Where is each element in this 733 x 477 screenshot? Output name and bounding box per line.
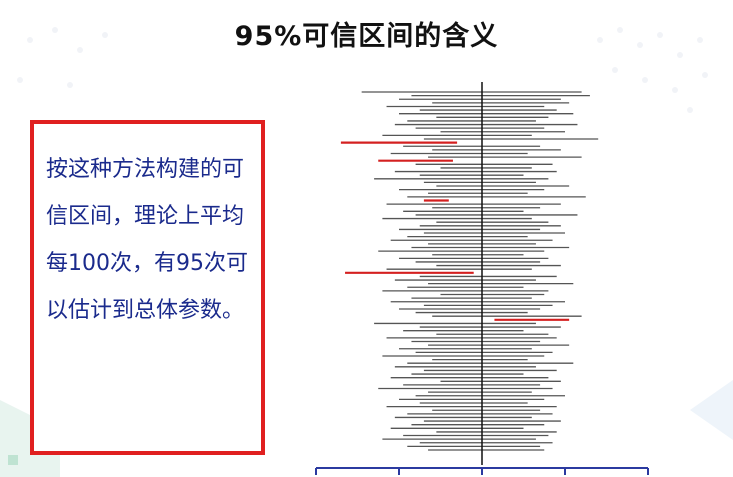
world-map-watermark <box>17 27 708 113</box>
explanation-box: 按这种方法构建的可信区间，理论上平均每100次，有95次可以估计到总体参数。 <box>30 120 265 455</box>
confidence-interval-diagram <box>315 82 649 475</box>
intervals-layer <box>340 82 599 465</box>
x-axis <box>315 467 649 475</box>
slide-title: 95%可信区间的含义 <box>234 21 499 52</box>
explanation-text: 按这种方法构建的可信区间，理论上平均每100次，有95次可以估计到总体参数。 <box>46 157 248 323</box>
corner-ornament-bottom-right <box>690 380 733 440</box>
